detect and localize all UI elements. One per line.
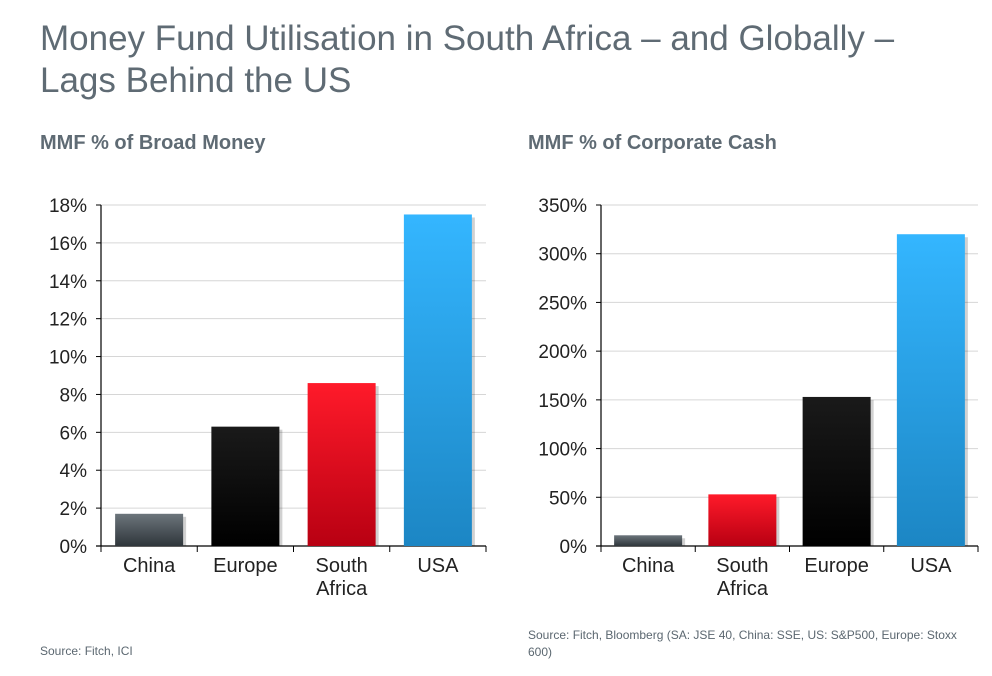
x-tick-label-south-africa: South Africa: [315, 555, 368, 600]
bar-china: [614, 535, 683, 546]
bar-europe: [211, 426, 280, 546]
y-tick-label: 50%: [549, 488, 587, 509]
y-tick-label: 10%: [49, 348, 87, 369]
x-tick-label-usa: USA: [417, 555, 459, 577]
x-tick-label-europe: Europe: [804, 555, 869, 577]
y-tick-label: 2%: [60, 499, 88, 520]
y-tick-label: 200%: [538, 342, 587, 363]
source-note-left: Source: Fitch, ICI: [40, 644, 133, 658]
bar-south-africa: [307, 383, 376, 546]
y-tick-label: 12%: [49, 310, 87, 331]
y-tick-label: 250%: [538, 293, 587, 314]
y-tick-label: 150%: [538, 391, 587, 412]
y-tick-label: 6%: [60, 423, 88, 444]
bar-china: [115, 513, 184, 546]
x-tick-label-europe: Europe: [213, 555, 278, 577]
x-tick-label-china: China: [123, 555, 176, 577]
y-tick-label: 0%: [560, 537, 588, 558]
bar-usa: [896, 234, 965, 546]
y-tick-label: 0%: [60, 537, 88, 558]
y-tick-label: 18%: [49, 196, 87, 217]
chart-title-broad-money: MMF % of Broad Money: [40, 132, 266, 154]
chart-title-corporate-cash: MMF % of Corporate Cash: [528, 132, 777, 154]
y-tick-label: 8%: [60, 385, 88, 406]
x-tick-label-china: China: [622, 555, 675, 577]
bar-south-africa: [708, 494, 777, 546]
y-tick-label: 14%: [49, 272, 87, 293]
page-title: Money Fund Utilisation in South Africa –…: [40, 19, 895, 100]
y-tick-label: 4%: [60, 461, 88, 482]
bar-usa: [403, 214, 472, 546]
y-tick-label: 300%: [538, 245, 587, 266]
source-note-right: Source: Fitch, Bloomberg (SA: JSE 40, Ch…: [528, 628, 957, 659]
y-tick-label: 100%: [538, 440, 587, 461]
bar-europe: [802, 396, 871, 546]
x-tick-label-south-africa: South Africa: [716, 555, 769, 600]
y-tick-label: 16%: [49, 234, 87, 255]
y-tick-label: 350%: [538, 196, 587, 217]
x-tick-label-usa: USA: [910, 555, 952, 577]
